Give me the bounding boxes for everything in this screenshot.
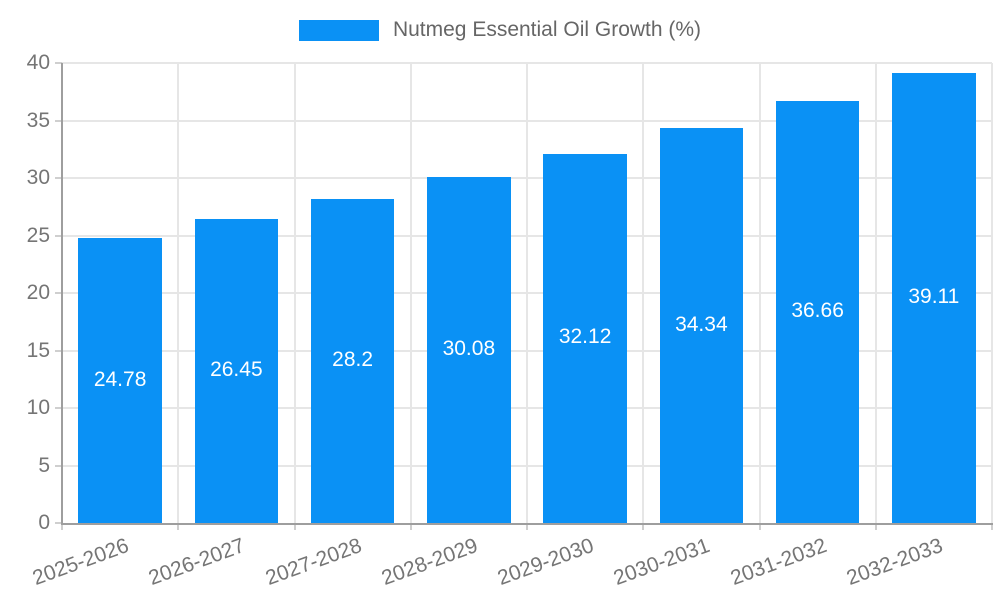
bar-value-label: 39.11 [908, 285, 960, 309]
y-axis-tick [55, 234, 62, 237]
x-axis-tick [526, 523, 528, 530]
x-axis-tick [874, 523, 877, 530]
x-axis-tick [991, 523, 993, 530]
gridline-vertical [758, 63, 761, 523]
y-axis-label: 0 [38, 511, 50, 534]
y-axis-tick [55, 62, 62, 64]
gridline-vertical [293, 63, 296, 523]
bar-value-label: 24.78 [93, 367, 147, 391]
y-axis-label: 30 [26, 166, 50, 189]
bar [427, 177, 511, 523]
bar [543, 153, 627, 523]
y-axis-label: 35 [26, 108, 50, 132]
gridline-vertical [409, 63, 412, 523]
bar [310, 198, 395, 523]
bar-value-label: 32.12 [558, 325, 612, 349]
bar [78, 238, 162, 523]
y-axis-tick [55, 292, 62, 294]
x-axis-line [61, 523, 993, 525]
bar [194, 218, 279, 523]
x-axis-tick [758, 523, 761, 530]
bar [659, 128, 744, 523]
x-axis-tick [61, 523, 63, 530]
y-axis-tick [55, 177, 62, 179]
x-axis-tick [409, 523, 412, 530]
y-axis-tick [55, 522, 62, 524]
y-axis-label: 40 [26, 51, 50, 74]
y-axis-tick [55, 119, 62, 122]
legend-item[interactable]: Nutmeg Essential Oil Growth (%) [298, 18, 702, 42]
y-axis-label: 10 [26, 396, 50, 419]
bar-value-label: 30.08 [442, 337, 496, 361]
y-axis-label: 15 [26, 338, 50, 362]
y-axis-tick [55, 464, 62, 467]
y-axis-line [61, 63, 63, 525]
y-axis-tick [55, 407, 62, 409]
gridline-vertical [177, 63, 180, 523]
x-axis-tick [293, 523, 296, 530]
y-axis-label: 5 [38, 453, 50, 477]
legend-swatch [298, 19, 379, 41]
bar-value-label: 26.45 [210, 357, 263, 381]
gridline-vertical [874, 63, 877, 523]
y-axis-label: 25 [26, 223, 50, 247]
legend-label: Nutmeg Essential Oil Growth (%) [392, 18, 702, 41]
x-axis-tick [177, 523, 180, 530]
bar [775, 101, 860, 523]
gridline-vertical [526, 63, 528, 523]
gridline-vertical [642, 63, 645, 523]
gridline-vertical [991, 63, 993, 523]
y-axis-label: 20 [26, 281, 50, 304]
x-axis-tick [642, 523, 645, 530]
bar-value-label: 28.2 [332, 347, 374, 371]
bar-value-label: 34.34 [675, 312, 728, 336]
y-axis-tick [55, 349, 62, 352]
bar-value-label: 36.66 [791, 299, 844, 323]
bar [892, 73, 976, 523]
chart-legend: Nutmeg Essential Oil Growth (%) [0, 18, 1000, 42]
